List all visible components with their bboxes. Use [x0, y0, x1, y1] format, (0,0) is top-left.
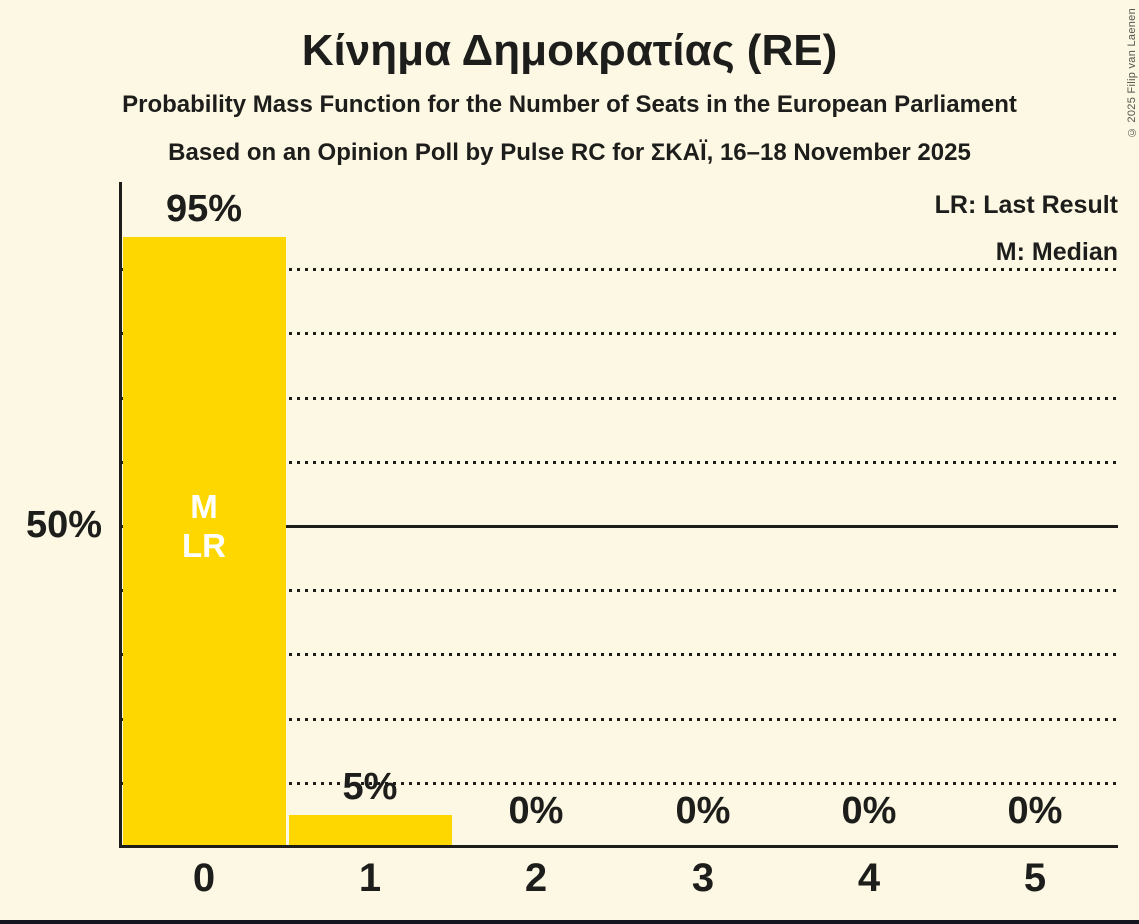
gridline-20	[121, 718, 1118, 721]
gridline-70	[121, 397, 1118, 400]
gridline-80	[121, 332, 1118, 335]
bar-seat-0	[123, 237, 286, 845]
value-label-seat-5: 0%	[1007, 790, 1063, 832]
value-label-seat-2: 0%	[508, 790, 564, 832]
value-label-seat-0: 95%	[165, 188, 243, 230]
value-label-seat-4: 0%	[841, 790, 897, 832]
bar-seat-1	[289, 815, 452, 845]
x-tick-label-1: 1	[358, 856, 382, 900]
gridline-40	[121, 589, 1118, 592]
gridline-50-solid	[121, 525, 1118, 528]
legend-last-result: LR: Last Result	[934, 191, 1118, 219]
median-last-result-annotation: M LR	[182, 488, 226, 564]
x-tick-label-2: 2	[524, 856, 548, 900]
x-tick-label-3: 3	[691, 856, 715, 900]
x-tick-label-5: 5	[1023, 856, 1047, 900]
value-label-seat-3: 0%	[675, 790, 731, 832]
gridline-30	[121, 653, 1118, 656]
chart-source-line: Based on an Opinion Poll by Pulse RC for…	[168, 139, 971, 166]
legend-median: M: Median	[995, 238, 1118, 266]
x-axis-line	[119, 845, 1118, 848]
value-label-seat-1: 5%	[342, 766, 398, 808]
y-axis-50-label: 50%	[25, 504, 102, 546]
gridline-90	[121, 268, 1118, 271]
chart-title: Κίνημα Δημοκρατίας (RE)	[301, 26, 838, 75]
chart-subtitle: Probability Mass Function for the Number…	[122, 91, 1017, 118]
gridline-60	[121, 461, 1118, 464]
x-tick-label-4: 4	[857, 856, 881, 900]
copyright-notice: © 2025 Filip van Laenen	[1126, 8, 1138, 139]
chart-legend: LR: Last Result M: Median	[935, 182, 1118, 276]
bottom-accent-strip	[0, 920, 1139, 924]
y-axis-line	[119, 182, 122, 848]
gridline-10	[121, 782, 1118, 785]
x-tick-label-0: 0	[192, 856, 216, 900]
